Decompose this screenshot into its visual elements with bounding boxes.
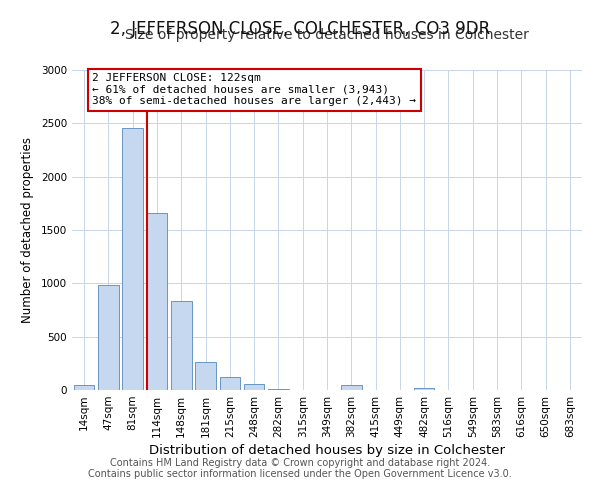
Bar [414, 388, 434, 390]
Bar [74, 384, 94, 390]
Text: Contains public sector information licensed under the Open Government Licence v3: Contains public sector information licen… [88, 469, 512, 479]
Bar [146, 213, 167, 390]
Text: 2 JEFFERSON CLOSE: 122sqm
← 61% of detached houses are smaller (3,943)
38% of se: 2 JEFFERSON CLOSE: 122sqm ← 61% of detac… [92, 73, 416, 106]
Bar [98, 286, 119, 390]
Bar [220, 377, 240, 390]
Bar [244, 384, 265, 390]
Title: Size of property relative to detached houses in Colchester: Size of property relative to detached ho… [125, 28, 529, 42]
Text: 2, JEFFERSON CLOSE, COLCHESTER, CO3 9DR: 2, JEFFERSON CLOSE, COLCHESTER, CO3 9DR [110, 20, 490, 38]
Bar [341, 385, 362, 390]
X-axis label: Distribution of detached houses by size in Colchester: Distribution of detached houses by size … [149, 444, 505, 457]
Bar [122, 128, 143, 390]
Y-axis label: Number of detached properties: Number of detached properties [21, 137, 34, 323]
Text: Contains HM Land Registry data © Crown copyright and database right 2024.: Contains HM Land Registry data © Crown c… [110, 458, 490, 468]
Bar [171, 302, 191, 390]
Bar [195, 362, 216, 390]
